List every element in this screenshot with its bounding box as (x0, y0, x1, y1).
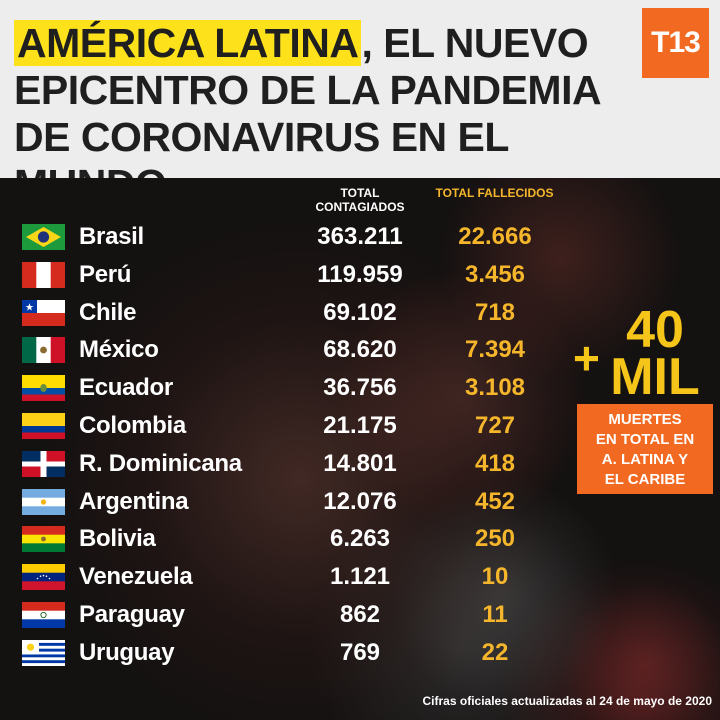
deaths-value: 10 (481, 563, 509, 591)
infected-value: 36.756 (323, 374, 397, 402)
t13-logo: T13 (642, 8, 709, 78)
infected-value: 69.102 (323, 298, 397, 326)
deaths-value: 3.456 (464, 260, 526, 288)
country-name: Chile (79, 298, 137, 326)
infected-value: 68.620 (323, 336, 397, 364)
summary-number: 40 (626, 301, 684, 359)
deaths-value: 418 (474, 449, 516, 477)
infected-value: 14.801 (323, 449, 397, 477)
infected-value: 769 (339, 638, 381, 666)
summary-plus: + (573, 332, 600, 384)
country-name: Uruguay (79, 638, 175, 666)
country-row: Bolivia 6.263 250 (0, 520, 560, 558)
deaths-value: 22 (481, 638, 509, 666)
country-row: Brasil 363.211 22.666 (0, 218, 560, 256)
infected-value: 862 (339, 601, 381, 628)
title-highlight: AMÉRICA LATINA (14, 20, 362, 66)
country-row: Venezuela 1.121 10 (0, 558, 560, 596)
country-name: Brasil (79, 223, 144, 250)
peru-flag-icon (22, 261, 65, 288)
country-name: R. Dominicana (79, 449, 242, 477)
deaths-value: 250 (474, 525, 516, 553)
country-row: R. Dominicana 14.801 418 (0, 445, 560, 483)
deaths-column-header: TOTAL FALLECIDOS (435, 186, 554, 200)
country-row: Paraguay 862 11 (0, 596, 560, 634)
country-name: Ecuador (79, 374, 173, 402)
ecuador-flag-icon (22, 375, 65, 402)
infected-value: 21.175 (323, 412, 397, 439)
deaths-value: 718 (474, 298, 516, 326)
chile-flag-icon (22, 299, 65, 326)
virus-background-decoration (390, 478, 620, 708)
virus-background-decoration (560, 578, 720, 720)
infected-column-header: TOTAL CONTAGIADOS (315, 186, 405, 214)
colombia-flag-icon (22, 413, 65, 439)
brazil-flag-icon (22, 224, 65, 250)
country-name: Paraguay (79, 601, 185, 628)
summary-unit: MIL (610, 348, 700, 406)
country-name: Colombia (79, 412, 186, 439)
deaths-value: 22.666 (458, 223, 532, 250)
country-row: México 68.620 7.394 (0, 331, 560, 369)
venezuela-flag-icon (22, 564, 65, 591)
infected-value: 363.211 (317, 223, 403, 250)
country-row: Colombia 21.175 727 (0, 407, 560, 445)
uruguay-flag-icon (22, 639, 65, 666)
dominican-republic-flag-icon (22, 450, 65, 477)
source-note: Cifras oficiales actualizadas al 24 de m… (422, 694, 712, 708)
infected-value: 6.263 (329, 525, 391, 553)
paraguay-flag-icon (22, 602, 65, 628)
data-panel: TOTAL CONTAGIADOS TOTAL FALLECIDOS Brasi… (0, 178, 720, 720)
bolivia-flag-icon (22, 526, 65, 553)
summary-caption: MUERTES EN TOTAL EN A. LATINA Y EL CARIB… (577, 404, 713, 494)
infected-value: 1.121 (329, 563, 391, 591)
infected-value: 119.959 (317, 260, 403, 288)
virus-background-decoration (330, 268, 590, 528)
country-row: Ecuador 36.756 3.108 (0, 369, 560, 407)
country-name: Venezuela (79, 563, 193, 591)
deaths-value: 11 (482, 601, 508, 628)
country-name: México (79, 336, 159, 364)
country-row: Perú 119.959 3.456 (0, 256, 560, 294)
country-row: Chile 69.102 718 (0, 294, 560, 332)
deaths-value: 452 (474, 487, 516, 515)
country-name: Bolivia (79, 525, 156, 553)
argentina-flag-icon (22, 488, 65, 515)
mexico-flag-icon (22, 337, 65, 364)
country-name: Perú (79, 260, 132, 288)
country-row: Uruguay 769 22 (0, 634, 560, 672)
country-name: Argentina (79, 487, 189, 515)
deaths-value: 7.394 (464, 336, 526, 364)
infected-value: 12.076 (323, 487, 397, 515)
header: AMÉRICA LATINA, EL NUEVO EPICENTRO DE LA… (0, 0, 720, 207)
deaths-value: 3.108 (464, 374, 526, 402)
country-row: Argentina 12.076 452 (0, 483, 560, 521)
deaths-value: 727 (474, 412, 516, 439)
